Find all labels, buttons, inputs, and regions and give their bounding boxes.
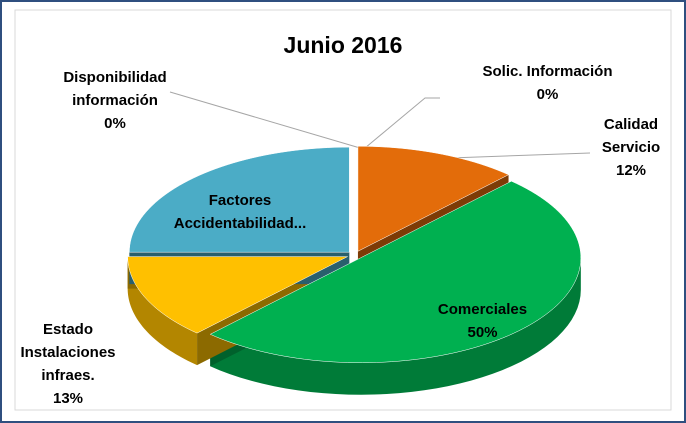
value-label: 50% [467,324,498,341]
slice [209,180,582,363]
slice-label: Factores Accidentabilidad... [150,189,330,235]
category-label: Factores Accidentabilidad... [173,192,307,232]
slice-label: Comerciales 50% [420,298,545,344]
slice [129,146,350,253]
plot-frame [14,9,672,411]
slice-label: Solic. Información 0% [475,60,620,106]
slice-label: Disponibilidad información 0% [40,66,190,135]
category-label: Solic. Información [482,63,613,80]
slice [127,256,348,334]
slice-side [127,256,198,366]
slice-tops [127,146,582,363]
leader-line [364,97,440,149]
chart-title: Junio 2016 [283,32,403,58]
slice-label: Estado Instalaciones infraes. 13% [12,318,124,410]
value-label: 12% [615,162,647,179]
slice-label: Calidad Servicio 12% [590,113,672,182]
leader-line [169,91,361,149]
slice-side [210,257,581,395]
value-label: 0% [104,115,126,132]
value-label: 0% [536,86,559,103]
leader-line [449,152,591,159]
category-label: Estado Instalaciones infraes. [20,321,116,384]
slice [357,146,510,252]
value-label: 13% [52,390,84,407]
category-label: Calidad Servicio [601,116,661,156]
category-label: Comerciales [437,301,528,318]
category-label: Disponibilidad información [63,69,167,109]
pie [127,146,582,395]
